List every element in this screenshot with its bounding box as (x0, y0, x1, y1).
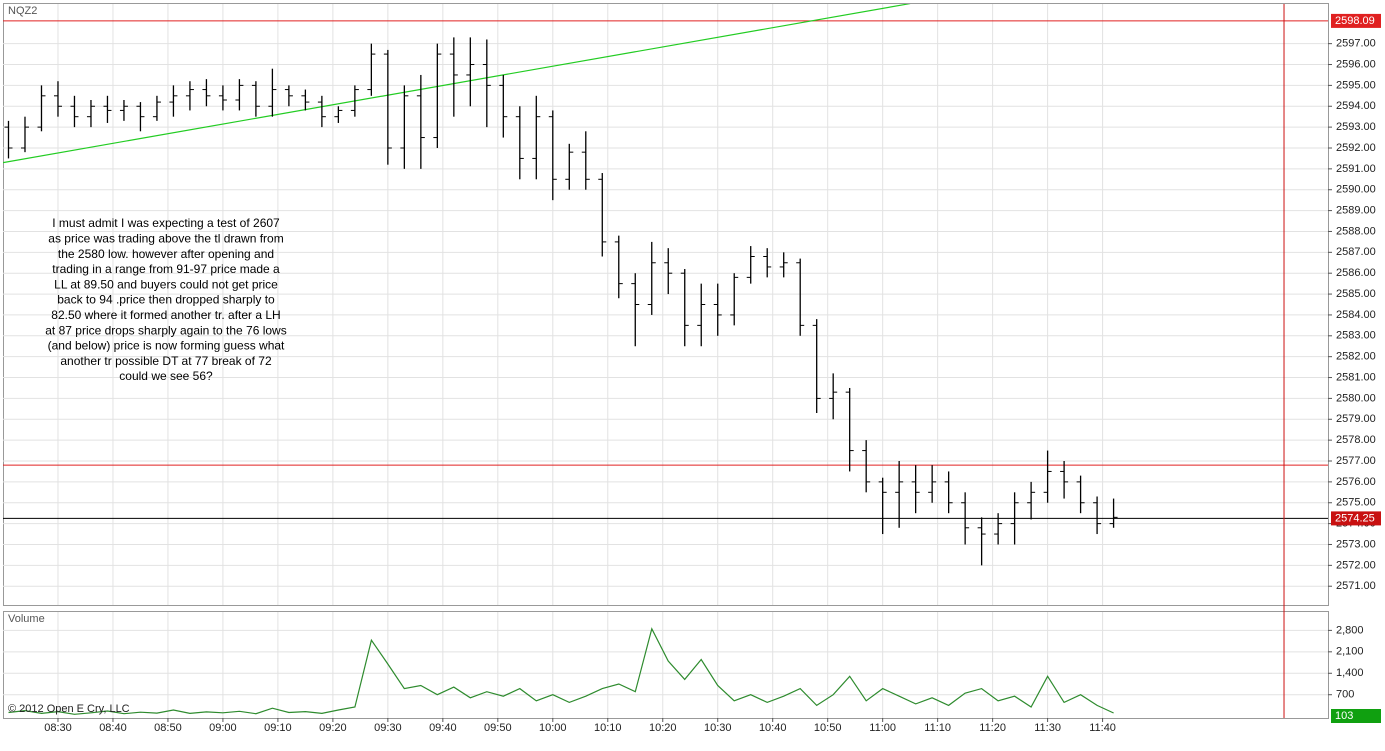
annotation-line: the 2580 low. however after opening and (58, 247, 274, 261)
y-tick-label: 2583.00 (1336, 330, 1376, 342)
y-tick-label: 2595.00 (1336, 79, 1376, 91)
x-tick-label: 09:40 (429, 722, 457, 734)
annotation-line: trading in a range from 91-97 price made… (52, 262, 280, 276)
price-frame (3, 3, 1329, 606)
annotation-line: could we see 56? (119, 369, 213, 383)
trendline (3, 4, 911, 164)
y-tick-label: 2597.00 (1336, 38, 1376, 50)
annotation-line: at 87 price drops sharply again to the 7… (45, 323, 286, 337)
annotation-line: as price was trading above the tl drawn … (48, 231, 283, 245)
volume-line (8, 627, 1114, 715)
annotation-line: 82.50 where it formed another tr. after … (51, 308, 280, 322)
y-tick-label: 1,400 (1336, 667, 1364, 679)
x-tick-label: 09:30 (374, 722, 402, 734)
y-tick-label: 2585.00 (1336, 288, 1376, 300)
last-volume-label: 103 (1335, 710, 1353, 722)
y-tick-label: 2573.00 (1336, 538, 1376, 550)
y-tick-label: 2,800 (1336, 624, 1364, 636)
y-tick-label: 2580.00 (1336, 392, 1376, 404)
annotation-line: another tr possible DT at 77 break of 72 (60, 354, 272, 368)
y-tick-label: 2582.00 (1336, 351, 1376, 363)
y-tick-label: 2590.00 (1336, 184, 1376, 196)
volume-frame (3, 611, 1329, 719)
x-tick-label: 10:20 (649, 722, 677, 734)
x-tick-label: 08:50 (154, 722, 182, 734)
price-plot (3, 4, 1328, 605)
y-tick-label: 2575.00 (1336, 497, 1376, 509)
volume-plot (3, 612, 1328, 718)
x-tick-label: 11:30 (1034, 722, 1061, 734)
y-tick-label: 2594.00 (1336, 100, 1376, 112)
annotation-line: I must admit I was expecting a test of 2… (52, 216, 280, 230)
y-tick-label: 2593.00 (1336, 121, 1376, 133)
volume-title: Volume (8, 613, 45, 625)
y-tick-label: 2577.00 (1336, 455, 1376, 467)
y-tick-label: 2587.00 (1336, 246, 1376, 258)
last-volume-box (1331, 709, 1381, 723)
y-tick-label: 2572.00 (1336, 559, 1376, 571)
y-tick-label: 2571.00 (1336, 580, 1376, 592)
annotation-line: LL at 89.50 and buyers could not get pri… (54, 277, 278, 291)
x-tick-label: 08:40 (99, 722, 127, 734)
source: © 2012 Open E Cry, LLC (8, 703, 130, 715)
x-tick-label: 09:50 (484, 722, 512, 734)
y-tick-label: 2578.00 (1336, 434, 1376, 446)
x-tick-label: 09:00 (209, 722, 237, 734)
y-tick-label: 2589.00 (1336, 205, 1376, 217)
x-tick-label: 11:10 (924, 722, 951, 734)
price-level-label: 2574.25 (1335, 512, 1375, 524)
annotation-line: (and below) price is now forming guess w… (48, 339, 285, 353)
x-tick-label: 10:40 (759, 722, 787, 734)
y-tick-label: 2588.00 (1336, 225, 1376, 237)
y-tick-label: 2592.00 (1336, 142, 1376, 154)
price-level-label: 2598.09 (1335, 15, 1375, 27)
price-level-box (1331, 511, 1381, 526)
x-tick-label: 09:10 (264, 722, 292, 734)
x-tick-label: 10:50 (814, 722, 842, 734)
x-tick-label: 10:00 (539, 722, 567, 734)
chart-title: NQZ2 (8, 5, 37, 17)
x-tick-label: 11:40 (1089, 722, 1116, 734)
y-tick-label: 2576.00 (1336, 476, 1376, 488)
x-tick-label: 11:20 (979, 722, 1006, 734)
price-level-box (1331, 13, 1381, 28)
y-tick-label: 2581.00 (1336, 371, 1376, 383)
y-tick-label: 700 (1336, 689, 1354, 701)
x-tick-label: 11:00 (869, 722, 896, 734)
x-tick-label: 09:20 (319, 722, 347, 734)
y-tick-label: 2579.00 (1336, 413, 1376, 425)
annotation-line: back to 94 .price then dropped sharply t… (57, 293, 275, 307)
axes: 2571.002572.002573.002574.002575.002576.… (44, 4, 1381, 734)
x-tick-label: 10:10 (594, 722, 622, 734)
y-tick-label: 2584.00 (1336, 309, 1376, 321)
y-tick-label: 2586.00 (1336, 267, 1376, 279)
x-tick-label: 10:30 (704, 722, 732, 734)
x-tick-label: 08:30 (44, 722, 72, 734)
y-tick-label: 2596.00 (1336, 58, 1376, 70)
y-tick-label: 2,100 (1336, 646, 1364, 658)
y-tick-label: 2591.00 (1336, 163, 1376, 175)
